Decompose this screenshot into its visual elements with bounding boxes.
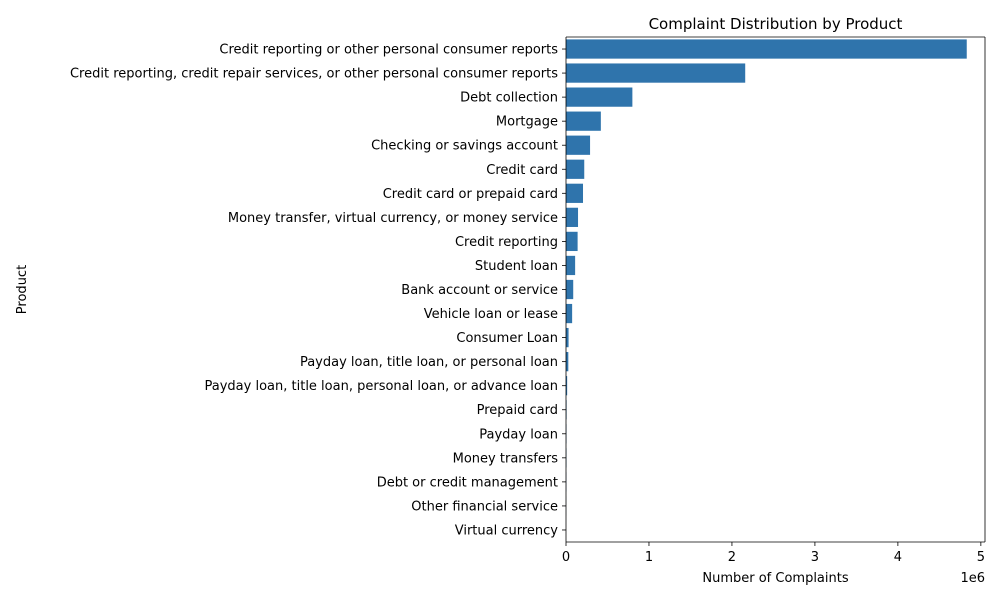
x-axis-ticks: 0 1 2 3 4 5: [562, 542, 985, 565]
x-tick-label: 1: [645, 550, 653, 565]
y-tick-label: Debt collection: [460, 91, 558, 106]
x-tick-label: 0: [562, 550, 570, 565]
x-tick-label: 4: [894, 550, 902, 565]
y-tick-label: Consumer Loan: [456, 331, 558, 346]
x-tick-label: 5: [977, 550, 985, 565]
x-tick-label: 3: [811, 550, 819, 565]
y-tick-label: Checking or savings account: [371, 139, 558, 154]
y-axis-label: Product: [15, 265, 30, 314]
chart-title: Complaint Distribution by Product: [649, 15, 903, 33]
y-tick-label: Credit reporting: [455, 235, 558, 250]
y-tick-label: Payday loan, title loan, personal loan, …: [205, 379, 558, 394]
bar: [566, 136, 590, 155]
y-tick-label: Credit reporting or other personal consu…: [219, 43, 558, 58]
x-axis-label: Number of Complaints: [702, 571, 848, 586]
y-tick-label: Mortgage: [496, 115, 558, 130]
x-axis-offset-label: 1e6: [960, 571, 985, 586]
y-tick-label: Bank account or service: [401, 283, 558, 298]
axes-spines: [566, 37, 985, 542]
y-tick-label: Virtual currency: [455, 523, 559, 538]
y-tick-label: Other financial service: [411, 499, 558, 514]
y-tick-label: Vehicle loan or lease: [424, 307, 558, 322]
y-axis-ticks: Credit reporting or other personal consu…: [70, 43, 566, 539]
y-tick-label: Credit card or prepaid card: [383, 187, 558, 202]
bar: [566, 184, 583, 203]
bar: [566, 160, 584, 179]
y-tick-label: Debt or credit management: [377, 475, 558, 490]
y-tick-label: Money transfers: [453, 451, 559, 466]
y-tick-label: Payday loan: [479, 427, 558, 442]
bar: [566, 256, 575, 275]
bars-group: [566, 39, 967, 539]
bar: [566, 280, 573, 299]
y-tick-label: Credit card: [486, 163, 558, 178]
y-tick-label: Student loan: [475, 259, 558, 274]
bar: [566, 88, 632, 107]
bar: [566, 304, 572, 323]
y-tick-label: Prepaid card: [477, 403, 558, 418]
bar: [566, 232, 578, 251]
y-tick-label: Payday loan, title loan, or personal loa…: [300, 355, 558, 370]
y-tick-label: Money transfer, virtual currency, or mon…: [228, 211, 558, 226]
bar: [566, 63, 745, 82]
bar: [566, 208, 578, 227]
x-tick-label: 2: [728, 550, 736, 565]
y-tick-label: Credit reporting, credit repair services…: [70, 67, 558, 82]
bar: [566, 112, 601, 131]
bar: [566, 39, 967, 58]
